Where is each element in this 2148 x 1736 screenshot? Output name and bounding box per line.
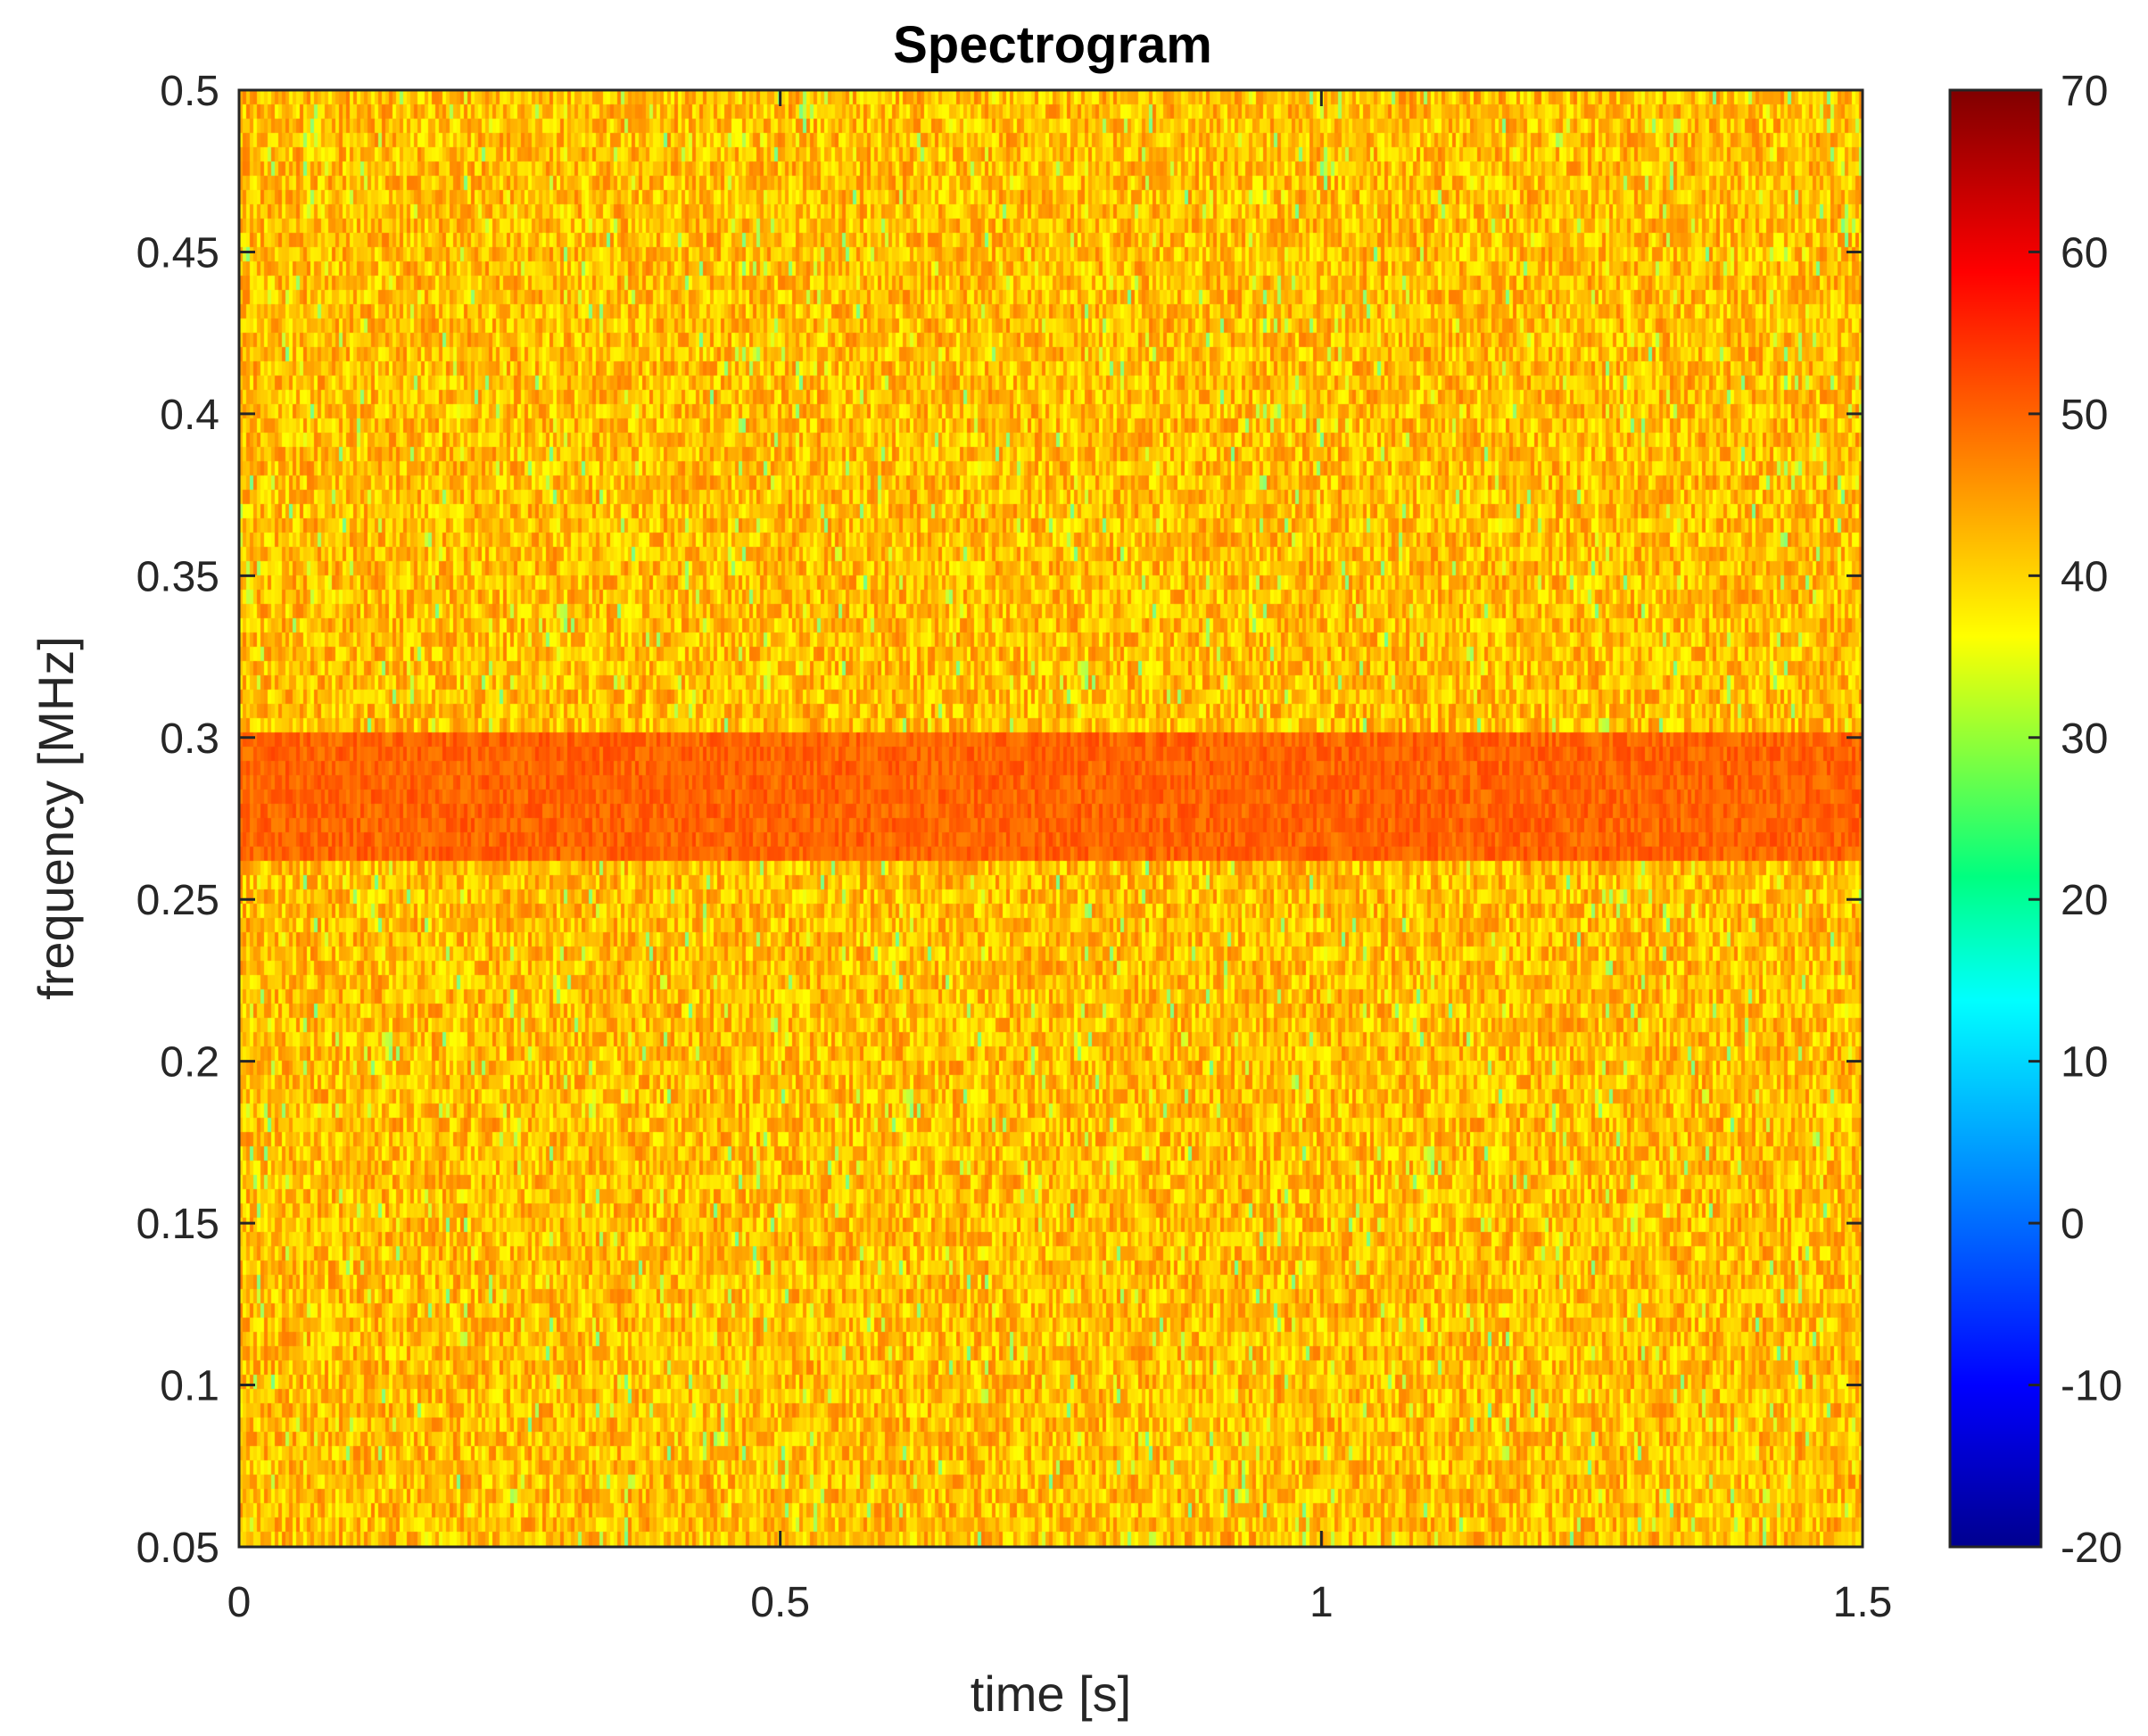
colorbar-tick-label: -10 (2061, 1363, 2122, 1410)
x-tick-label: 1 (1309, 1579, 1334, 1626)
y-axis: 0.05 0.1 0.15 0.2 0.25 0.3 0.35 0.4 0.45 0.5 (136, 68, 1863, 1572)
colorbar-frame (1948, 88, 2043, 1549)
x-tick-label: 0.5 (750, 1579, 810, 1626)
y-tick-label: 0.4 (160, 392, 219, 439)
y-tick-label: 0.1 (160, 1363, 219, 1410)
colorbar (1950, 90, 2041, 1547)
chart-title: Spectrogram (893, 16, 1212, 74)
x-axis-label: time [s] (971, 1666, 1131, 1722)
colorbar-tick-label: 10 (2061, 1039, 2108, 1087)
colorbar-tick-label: 70 (2061, 68, 2108, 115)
x-tick-label: 1.5 (1833, 1579, 1893, 1626)
colorbar-tick-label: 60 (2061, 229, 2108, 277)
x-tick-label: 0 (227, 1579, 252, 1626)
y-tick-label: 0.25 (136, 877, 219, 924)
colorbar-tick-label: -20 (2061, 1525, 2122, 1572)
y-tick-label: 0.35 (136, 553, 219, 600)
x-axis: 0 0.5 1 1.5 (227, 90, 1893, 1626)
y-tick-label: 0.2 (160, 1039, 219, 1087)
colorbar-axis: -20 -10 0 10 20 30 40 50 60 70 (2028, 68, 2122, 1572)
plot-frame (237, 88, 1864, 1549)
spectrogram-heatmap (239, 90, 1863, 1547)
y-tick-label: 0.3 (160, 715, 219, 763)
colorbar-tick-label: 20 (2061, 877, 2108, 924)
colorbar-tick-label: 40 (2061, 553, 2108, 600)
colorbar-tick-label: 30 (2061, 715, 2108, 763)
y-tick-label: 0.5 (160, 68, 219, 115)
y-tick-label: 0.45 (136, 229, 219, 277)
colorbar-tick-label: 50 (2061, 392, 2108, 439)
y-axis-label: frequency [MHz] (28, 636, 84, 1000)
y-tick-label: 0.05 (136, 1525, 219, 1572)
y-tick-label: 0.15 (136, 1201, 219, 1248)
colorbar-tick-label: 0 (2061, 1201, 2085, 1248)
